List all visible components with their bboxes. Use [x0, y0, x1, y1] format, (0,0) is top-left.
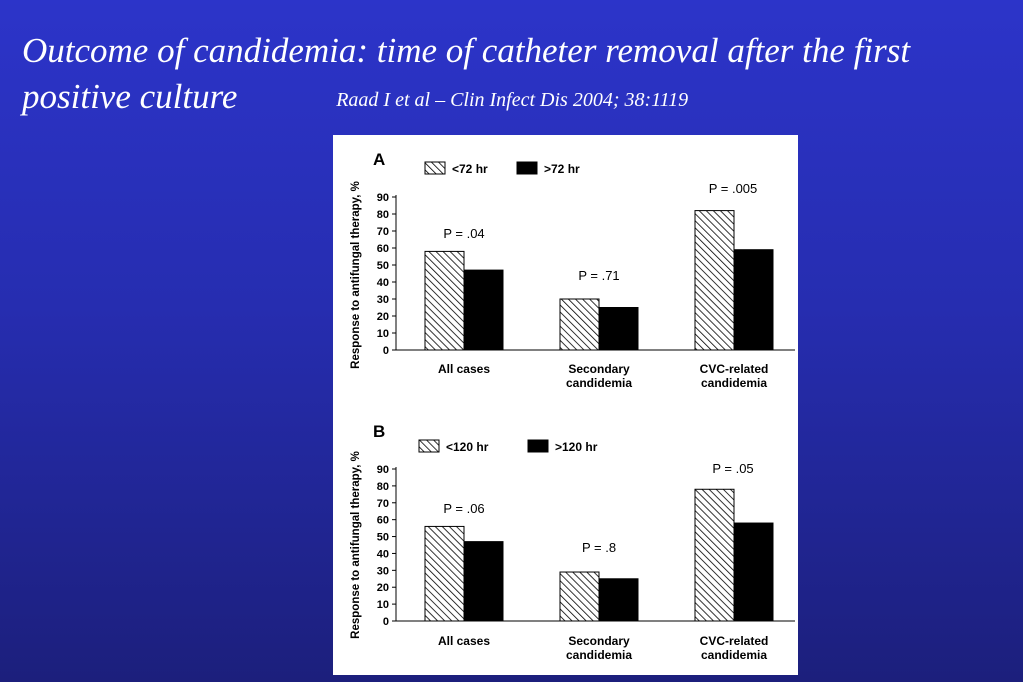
figure-panel: A Response to antifungal therapy, % 0 10 20 3… [333, 135, 798, 675]
panel-a-ytick-label: 90 [377, 192, 389, 204]
panel-b-legend-swatch [527, 439, 549, 453]
panel-b-legend-swatch [418, 439, 440, 453]
panel-a-bar [694, 210, 735, 351]
panel-a-bar [559, 298, 600, 351]
panel-b-category-label: CVC-related [700, 634, 769, 648]
panel-a-label: A [373, 150, 385, 169]
panel-b-legend-label: >120 hr [555, 440, 598, 454]
panel-a-category-label: Secondary [568, 362, 630, 376]
panel-a-p-value: P = .005 [709, 181, 758, 196]
panel-b-ytick-label: 30 [377, 565, 389, 577]
panel-b-ytick-label: 50 [377, 532, 389, 544]
panel-b-label: B [373, 422, 385, 441]
panel-a-bar [598, 307, 639, 351]
panel-a-bar [463, 269, 504, 351]
panel-b-category-label: candidemia [566, 648, 632, 662]
panel-b-bar [694, 488, 735, 622]
panel-a-legend-label: >72 hr [544, 162, 580, 176]
panel-b-bar [424, 525, 465, 622]
panel-b-category-label: Secondary [568, 634, 630, 648]
panel-b-bar [559, 571, 600, 622]
panel-b-p-value: P = .8 [582, 540, 616, 555]
panel-a-p-value: P = .04 [443, 226, 484, 241]
panel-b-ytick-label: 10 [377, 599, 389, 611]
slide-title: Outcome of candidemia: time of catheter … [22, 28, 1012, 123]
panel-b-bar [733, 522, 774, 622]
panel-b-ytick-label: 90 [377, 464, 389, 476]
panel-a-legend-label: <72 hr [452, 162, 488, 176]
panel-a-legend-swatch [516, 161, 538, 175]
panel-a-p-value: P = .71 [578, 268, 619, 283]
panel-b-ytick-label: 40 [377, 548, 389, 560]
panel-b-ytick-label: 70 [377, 498, 389, 510]
panel-a-bar [424, 250, 465, 351]
panel-a-legend-swatch [424, 161, 446, 175]
panel-a-ytick-label: 0 [383, 345, 389, 357]
panel-b-category-label: All cases [438, 634, 490, 648]
panel-a-ytick-label: 80 [377, 209, 389, 221]
panel-a-ytick-label: 10 [377, 328, 389, 340]
panel-a-ytick-label: 60 [377, 243, 389, 255]
panel-a-ytick-label: 50 [377, 260, 389, 272]
panel-a-ytick-label: 30 [377, 294, 389, 306]
panel-a-ytick-label: 70 [377, 226, 389, 238]
panel-b-ytick-label: 80 [377, 481, 389, 493]
panel-b-legend-label: <120 hr [446, 440, 489, 454]
panel-b-p-value: P = .06 [443, 501, 484, 516]
panel-b-ytick-label: 0 [383, 616, 389, 628]
panel-a-category-label: All cases [438, 362, 490, 376]
panel-b-ylabel: Response to antifungal therapy, % [350, 451, 362, 639]
panel-b-ytick-label: 20 [377, 582, 389, 594]
panel-b-bar [598, 578, 639, 622]
panel-b-p-value: P = .05 [712, 461, 753, 476]
panel-a-ytick-label: 20 [377, 311, 389, 323]
panel-a-category-label: candidemia [701, 376, 767, 390]
panel-a-category-label: candidemia [566, 376, 632, 390]
bar-charts-svg: A Response to antifungal therapy, % 0 10 20 3… [350, 150, 795, 662]
panel-a-ylabel: Response to antifungal therapy, % [350, 181, 362, 369]
panel-a-bar [733, 249, 774, 351]
citation: Raad I et al – Clin Infect Dis 2004; 38:… [336, 89, 689, 111]
panel-b-category-label: candidemia [701, 648, 767, 662]
panel-b-ytick-label: 60 [377, 515, 389, 527]
title-text: Outcome of candidemia: time of catheter … [22, 31, 911, 116]
panel-b-bar [463, 541, 504, 622]
panel-a-ytick-label: 40 [377, 277, 389, 289]
panel-a-category-label: CVC-related [700, 362, 769, 376]
